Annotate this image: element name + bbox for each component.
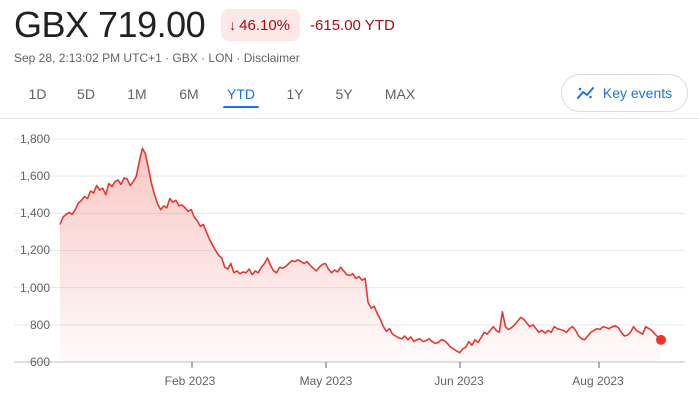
y-tick-label: 1,800 — [20, 132, 50, 146]
y-tick-label: 800 — [30, 318, 50, 332]
y-tick-label: 1,600 — [20, 169, 50, 183]
quote-header: GBX 719.00 ↓ 46.10% -615.00 YTD — [14, 4, 395, 46]
tab-1d[interactable]: 1D — [28, 86, 47, 102]
change-percent: 46.10% — [239, 16, 291, 34]
y-tick-label: 1,000 — [20, 281, 50, 295]
price-area-fill — [60, 148, 661, 362]
tab-ytd[interactable]: YTD — [223, 78, 259, 110]
tab-max[interactable]: MAX — [384, 86, 416, 102]
change-absolute: -615.00 YTD — [310, 16, 395, 34]
trend-icon — [576, 87, 594, 99]
x-tick-label: Feb 2023 — [165, 374, 216, 388]
x-axis: Feb 2023 May 2023 Jun 2023 Aug 2023 — [165, 362, 624, 388]
current-price-dot — [656, 334, 666, 345]
quote-meta: Sep 28, 2:13:02 PM UTC+1 · GBX · LON · D… — [14, 51, 300, 65]
range-tabs: 1D 5D 1M 6M YTD 1Y 5Y MAX — [14, 78, 432, 110]
key-events-label: Key events — [602, 85, 673, 101]
current-price: GBX 719.00 — [14, 4, 206, 45]
arrow-down-icon: ↓ — [229, 17, 237, 33]
y-tick-label: 1,400 — [20, 206, 50, 220]
tab-6m[interactable]: 6M — [179, 86, 199, 102]
header-divider — [0, 118, 699, 119]
price-chart[interactable]: 1,800 1,600 1,400 1,200 1,000 800 600 Fe… — [0, 120, 699, 407]
price-line — [59, 147, 662, 354]
y-tick-label: 600 — [30, 355, 50, 369]
tab-1m[interactable]: 1M — [127, 86, 147, 102]
key-events-button[interactable]: Key events — [561, 74, 688, 112]
x-tick-label: May 2023 — [300, 374, 353, 388]
y-axis: 1,800 1,600 1,400 1,200 1,000 800 600 — [20, 132, 50, 369]
tab-5d[interactable]: 5D — [77, 86, 95, 102]
change-percent-badge: ↓ 46.10% — [221, 9, 301, 41]
x-tick-label: Aug 2023 — [572, 374, 624, 388]
tab-5y[interactable]: 5Y — [335, 86, 353, 102]
tab-1y[interactable]: 1Y — [286, 86, 304, 102]
x-tick-label: Jun 2023 — [434, 374, 484, 388]
y-tick-label: 1,200 — [20, 243, 50, 257]
